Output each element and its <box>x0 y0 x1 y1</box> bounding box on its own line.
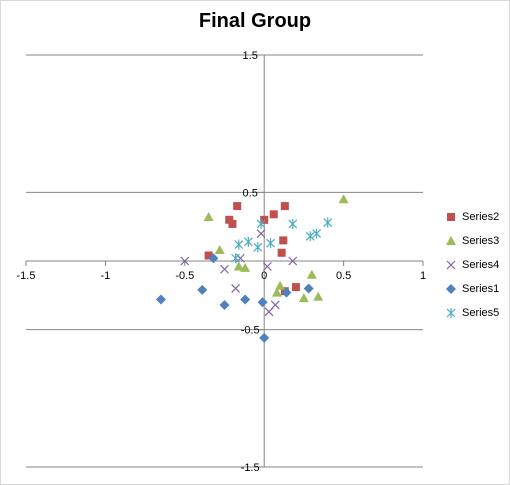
data-point-series3 <box>313 291 324 301</box>
data-point-series1 <box>155 294 166 305</box>
chart-title: Final Group <box>198 10 312 32</box>
data-point-series5 <box>305 231 315 242</box>
x-tick-label: -0.5 <box>175 270 194 282</box>
data-point-series1 <box>281 287 292 298</box>
legend-marker-triangle <box>446 236 456 245</box>
data-point-series4 <box>262 262 272 271</box>
data-point-series4 <box>256 229 266 238</box>
data-point-series2 <box>291 283 300 292</box>
legend-marker-x <box>446 260 456 270</box>
data-point-series1 <box>257 297 268 308</box>
y-tick-label: -1.5 <box>241 462 260 474</box>
legend-label: Series4 <box>462 259 500 271</box>
data-point-series5 <box>288 218 298 229</box>
legend-item-series5: Series5 <box>444 301 499 325</box>
x-tick-label: 1 <box>420 270 426 282</box>
data-point-series5 <box>323 217 333 228</box>
data-point-series2 <box>279 236 288 245</box>
x-tick-label: -1 <box>101 270 111 282</box>
data-point-series2 <box>260 215 269 224</box>
data-point-series2 <box>277 248 286 257</box>
y-tick-label: -0.5 <box>241 325 260 337</box>
legend-marker-diamond <box>446 284 456 294</box>
legend-marker-shape <box>446 308 456 318</box>
legend-label: Series2 <box>462 211 500 223</box>
y-tick-label: 0.5 <box>243 187 258 199</box>
legend-item-series1: Series1 <box>444 277 499 301</box>
data-point-series3 <box>275 280 286 290</box>
data-point-series3 <box>306 269 317 279</box>
data-point-series1 <box>240 294 251 305</box>
data-point-series1 <box>197 284 208 295</box>
legend-item-series4: Series4 <box>444 253 499 277</box>
legend-item-series2: Series2 <box>444 205 499 229</box>
data-point-series5 <box>253 242 263 253</box>
data-point-series4 <box>180 256 190 266</box>
data-point-series5 <box>266 238 275 249</box>
data-point-series3 <box>233 261 244 271</box>
data-point-series5 <box>234 239 244 250</box>
data-point-series3 <box>271 287 282 297</box>
data-point-series4 <box>231 284 241 293</box>
legend-marker-square <box>447 213 455 221</box>
data-point-series2 <box>228 219 237 228</box>
data-point-series4 <box>288 256 298 266</box>
legend-item-series3: Series3 <box>444 229 499 253</box>
legend-marker-shape <box>446 284 456 294</box>
data-point-series1 <box>259 332 270 343</box>
data-point-series3 <box>338 194 349 204</box>
legend: Series2 Series3 Series4 Series1 Series5 <box>444 205 499 325</box>
data-point-series3 <box>214 245 225 255</box>
data-point-series4 <box>220 264 229 274</box>
legend-label: Series1 <box>462 283 500 295</box>
data-point-series1 <box>219 299 230 310</box>
data-point-series2 <box>233 202 242 211</box>
data-point-series3 <box>240 262 251 272</box>
data-point-series4 <box>264 307 274 317</box>
data-point-series5 <box>231 253 241 264</box>
legend-marker-shape <box>447 213 455 221</box>
data-point-series5 <box>243 236 253 247</box>
data-point-series3 <box>298 293 309 303</box>
x-tick-label: 0.5 <box>336 270 351 282</box>
legend-label: Series3 <box>462 235 500 247</box>
x-tick-label: -1.5 <box>17 270 36 282</box>
data-point-series2 <box>225 215 234 224</box>
data-point-series5 <box>256 218 266 229</box>
data-point-series5 <box>312 228 322 239</box>
data-point-series2 <box>269 210 278 219</box>
x-tick-label: 0 <box>261 270 267 282</box>
data-point-series2 <box>204 251 213 260</box>
data-point-series1 <box>208 253 219 264</box>
y-tick-label: 1.5 <box>243 50 258 62</box>
legend-marker-shape <box>446 236 456 245</box>
legend-marker-asterisk <box>446 308 456 318</box>
legend-marker-shape <box>446 260 456 270</box>
data-point-series2 <box>280 202 289 211</box>
data-point-series3 <box>203 212 214 222</box>
data-point-series1 <box>303 283 314 294</box>
legend-label: Series5 <box>462 307 500 319</box>
